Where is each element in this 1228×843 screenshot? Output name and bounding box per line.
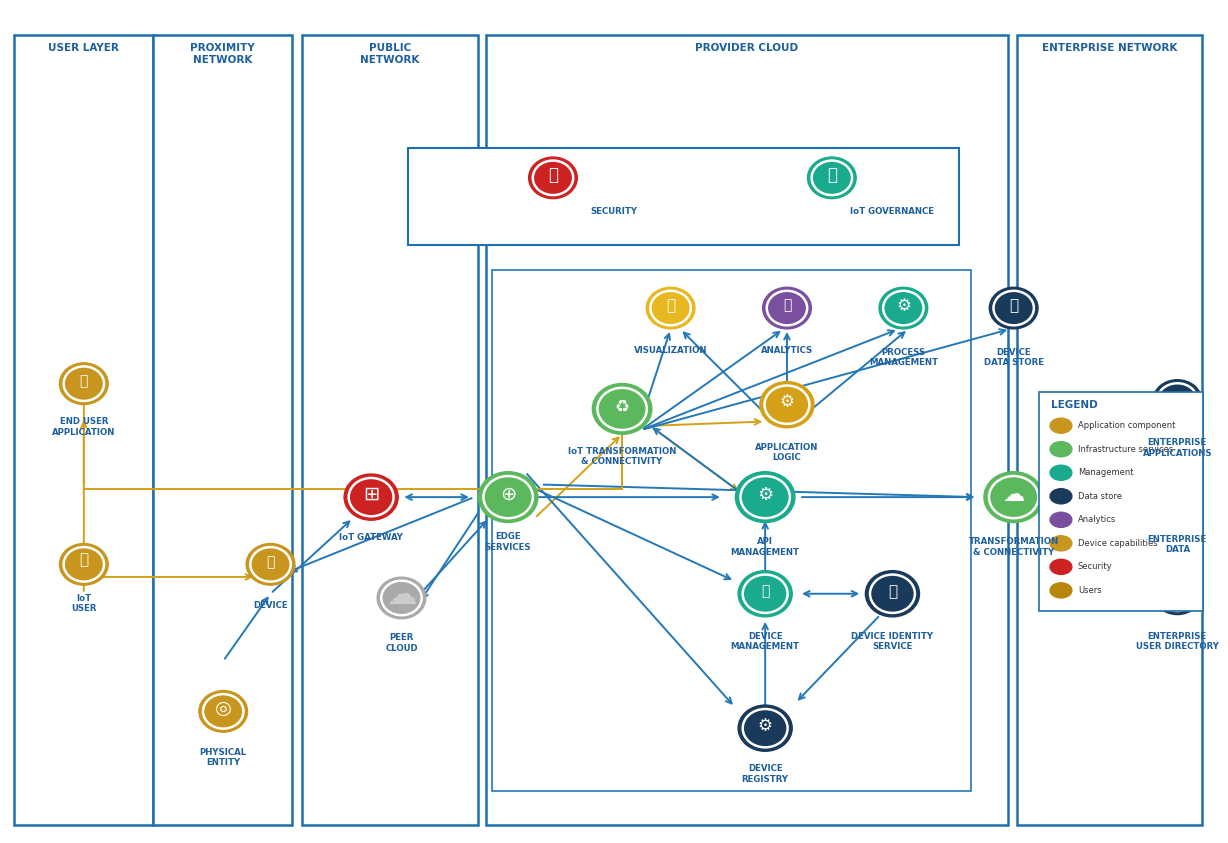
Ellipse shape	[592, 384, 652, 434]
Text: LEGEND: LEGEND	[1051, 400, 1098, 411]
Text: DEVICE IDENTITY
SERVICE: DEVICE IDENTITY SERVICE	[851, 631, 933, 651]
Ellipse shape	[763, 287, 812, 329]
FancyBboxPatch shape	[486, 35, 1008, 824]
Text: 📚: 📚	[1173, 487, 1181, 502]
Text: END USER
APPLICATION: END USER APPLICATION	[52, 417, 115, 437]
Text: USER LAYER: USER LAYER	[48, 43, 119, 53]
Text: 🔧: 🔧	[1173, 391, 1181, 405]
Text: PROVIDER CLOUD: PROVIDER CLOUD	[695, 43, 798, 53]
Text: 📱: 📱	[761, 584, 770, 599]
Text: Data store: Data store	[1078, 491, 1122, 501]
Text: 🗄: 🗄	[888, 583, 896, 599]
FancyBboxPatch shape	[1039, 392, 1202, 610]
Text: IoT GATEWAY: IoT GATEWAY	[339, 534, 403, 542]
Text: ENTERPRISE NETWORK: ENTERPRISE NETWORK	[1041, 43, 1178, 53]
Ellipse shape	[1153, 573, 1202, 615]
Ellipse shape	[344, 474, 398, 520]
Text: ENTERPRISE
USER DIRECTORY: ENTERPRISE USER DIRECTORY	[1136, 631, 1219, 651]
Text: PROCESS
MANAGEMENT: PROCESS MANAGEMENT	[869, 347, 938, 367]
Text: 📱: 📱	[266, 555, 275, 569]
Text: 👁: 👁	[666, 298, 675, 313]
Text: ☁: ☁	[1002, 485, 1025, 505]
Text: 👤: 👤	[80, 553, 88, 567]
Circle shape	[1050, 583, 1072, 598]
Circle shape	[1050, 418, 1072, 433]
Ellipse shape	[199, 690, 248, 733]
Text: 📁: 📁	[1173, 583, 1181, 599]
Text: VISUALIZATION: VISUALIZATION	[634, 346, 707, 355]
Text: TRANSFORMATION
& CONNECTIVITY: TRANSFORMATION & CONNECTIVITY	[969, 538, 1059, 557]
Text: EDGE
SERVICES: EDGE SERVICES	[485, 533, 532, 552]
Text: ⊞: ⊞	[363, 485, 379, 504]
Text: DEVICE
MANAGEMENT: DEVICE MANAGEMENT	[731, 631, 799, 651]
Text: PHYSICAL
ENTITY: PHYSICAL ENTITY	[200, 748, 247, 767]
Text: SECURITY: SECURITY	[591, 207, 637, 217]
Text: 🔧: 🔧	[80, 374, 88, 388]
Text: Management: Management	[1078, 468, 1133, 477]
Ellipse shape	[1153, 476, 1202, 518]
Text: Infrastructure services: Infrastructure services	[1078, 445, 1173, 454]
Text: ⚙: ⚙	[758, 717, 772, 734]
Text: APPLICATION
LOGIC: APPLICATION LOGIC	[755, 443, 819, 462]
Ellipse shape	[866, 571, 920, 617]
Ellipse shape	[1153, 379, 1202, 422]
Ellipse shape	[879, 287, 927, 329]
Text: 📊: 📊	[782, 298, 791, 313]
Ellipse shape	[479, 472, 538, 523]
Ellipse shape	[377, 577, 426, 619]
Text: IoT
USER: IoT USER	[71, 593, 97, 613]
Text: PEER
CLOUD: PEER CLOUD	[386, 633, 418, 652]
Text: ◎: ◎	[215, 700, 232, 718]
FancyBboxPatch shape	[14, 35, 154, 824]
Text: 🏛: 🏛	[826, 166, 836, 185]
Text: Application component: Application component	[1078, 422, 1175, 430]
Text: ⚙: ⚙	[896, 297, 911, 314]
Text: ♻: ♻	[615, 397, 630, 416]
FancyBboxPatch shape	[302, 35, 478, 824]
Text: IoT GOVERNANCE: IoT GOVERNANCE	[851, 207, 935, 217]
Text: DEVICE
DATA STORE: DEVICE DATA STORE	[984, 347, 1044, 367]
Text: PUBLIC
NETWORK: PUBLIC NETWORK	[360, 43, 420, 65]
Text: PROXIMITY
NETWORK: PROXIMITY NETWORK	[190, 43, 255, 65]
FancyBboxPatch shape	[154, 35, 292, 824]
Text: ENTERPRISE
DATA: ENTERPRISE DATA	[1148, 535, 1207, 555]
Text: 🔒: 🔒	[548, 166, 558, 185]
Ellipse shape	[246, 544, 295, 585]
Ellipse shape	[738, 571, 792, 617]
Ellipse shape	[59, 362, 108, 405]
Ellipse shape	[760, 382, 814, 427]
Ellipse shape	[990, 287, 1038, 329]
Ellipse shape	[646, 287, 695, 329]
Circle shape	[1050, 489, 1072, 504]
Circle shape	[1050, 513, 1072, 528]
Text: ☁: ☁	[387, 581, 416, 610]
Text: Analytics: Analytics	[1078, 515, 1116, 524]
Text: DEVICE: DEVICE	[253, 601, 287, 610]
Circle shape	[1050, 536, 1072, 550]
Text: ⊕: ⊕	[500, 485, 516, 504]
Circle shape	[1050, 559, 1072, 574]
Text: ANALYTICS: ANALYTICS	[761, 346, 813, 355]
Text: API
MANAGEMENT: API MANAGEMENT	[731, 538, 799, 557]
Circle shape	[1050, 465, 1072, 481]
FancyBboxPatch shape	[1017, 35, 1202, 824]
FancyBboxPatch shape	[408, 148, 959, 245]
Text: Device capabilities: Device capabilities	[1078, 539, 1158, 548]
Text: DEVICE
REGISTRY: DEVICE REGISTRY	[742, 765, 788, 784]
Ellipse shape	[736, 472, 795, 523]
Text: ⚙: ⚙	[780, 393, 795, 411]
Ellipse shape	[984, 472, 1044, 523]
Text: 🗄: 🗄	[1009, 298, 1018, 313]
Text: ⚙: ⚙	[758, 486, 774, 503]
Text: Security: Security	[1078, 562, 1113, 572]
Text: ENTERPRISE
APPLICATIONS: ENTERPRISE APPLICATIONS	[1142, 438, 1212, 458]
Ellipse shape	[529, 157, 577, 199]
Ellipse shape	[808, 157, 856, 199]
Circle shape	[1050, 442, 1072, 457]
Text: IoT TRANSFORMATION
& CONNECTIVITY: IoT TRANSFORMATION & CONNECTIVITY	[567, 447, 677, 466]
Ellipse shape	[59, 544, 108, 585]
Ellipse shape	[738, 705, 792, 751]
Text: Users: Users	[1078, 586, 1102, 595]
